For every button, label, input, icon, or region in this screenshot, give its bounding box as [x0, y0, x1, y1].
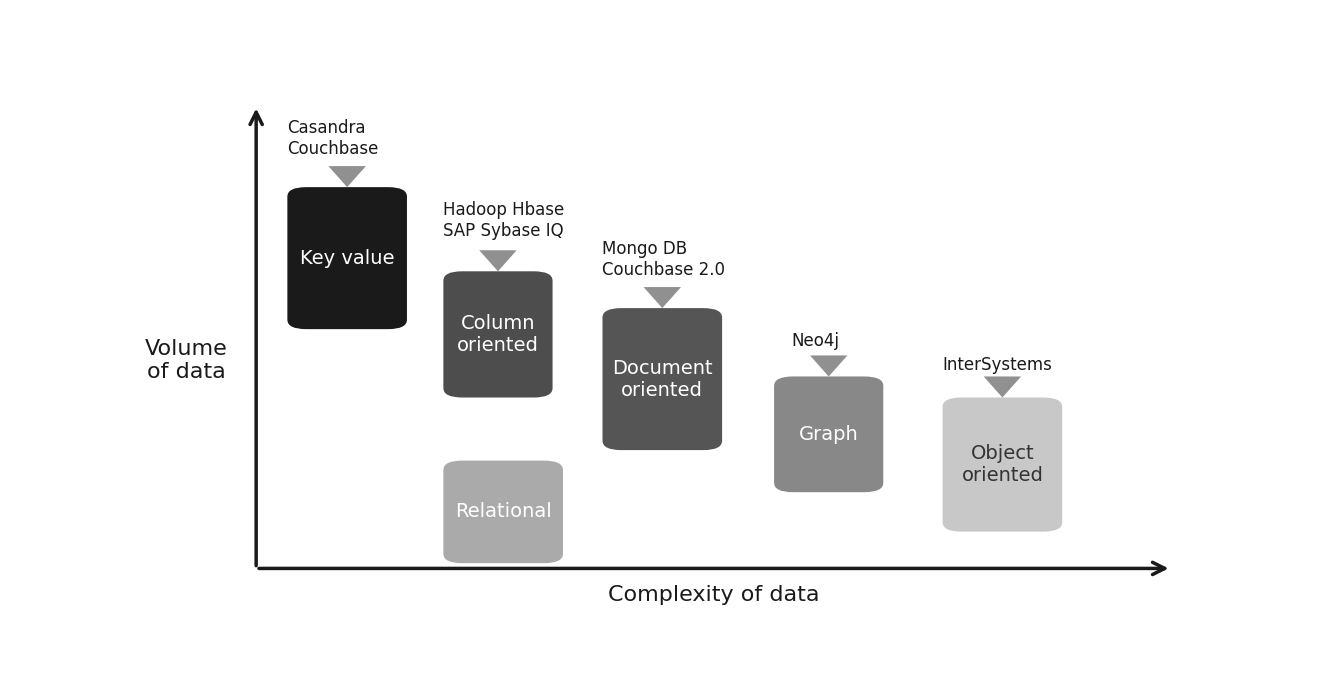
Text: Column
oriented: Column oriented	[458, 314, 539, 355]
Polygon shape	[479, 250, 517, 271]
Text: Neo4j: Neo4j	[792, 332, 840, 350]
Polygon shape	[984, 376, 1021, 398]
Polygon shape	[329, 166, 366, 187]
Text: Graph: Graph	[798, 425, 859, 444]
Text: Key value: Key value	[299, 249, 395, 268]
Text: Hadoop Hbase
SAP Sybase IQ: Hadoop Hbase SAP Sybase IQ	[443, 201, 565, 240]
FancyBboxPatch shape	[774, 376, 883, 492]
Text: Volume
of data: Volume of data	[145, 339, 228, 382]
FancyBboxPatch shape	[443, 460, 564, 563]
Text: Mongo DB
Couchbase 2.0: Mongo DB Couchbase 2.0	[603, 240, 726, 279]
FancyBboxPatch shape	[287, 187, 407, 329]
Polygon shape	[644, 287, 680, 308]
Text: Relational: Relational	[455, 503, 552, 521]
Text: Casandra
Couchbase: Casandra Couchbase	[287, 120, 378, 158]
FancyBboxPatch shape	[443, 271, 553, 398]
FancyBboxPatch shape	[942, 398, 1063, 531]
Text: Object
oriented: Object oriented	[961, 444, 1043, 485]
Polygon shape	[811, 355, 847, 376]
Text: InterSystems: InterSystems	[942, 356, 1052, 374]
Text: Document
oriented: Document oriented	[612, 359, 713, 400]
Text: Complexity of data: Complexity of data	[608, 585, 820, 605]
FancyBboxPatch shape	[603, 308, 722, 450]
